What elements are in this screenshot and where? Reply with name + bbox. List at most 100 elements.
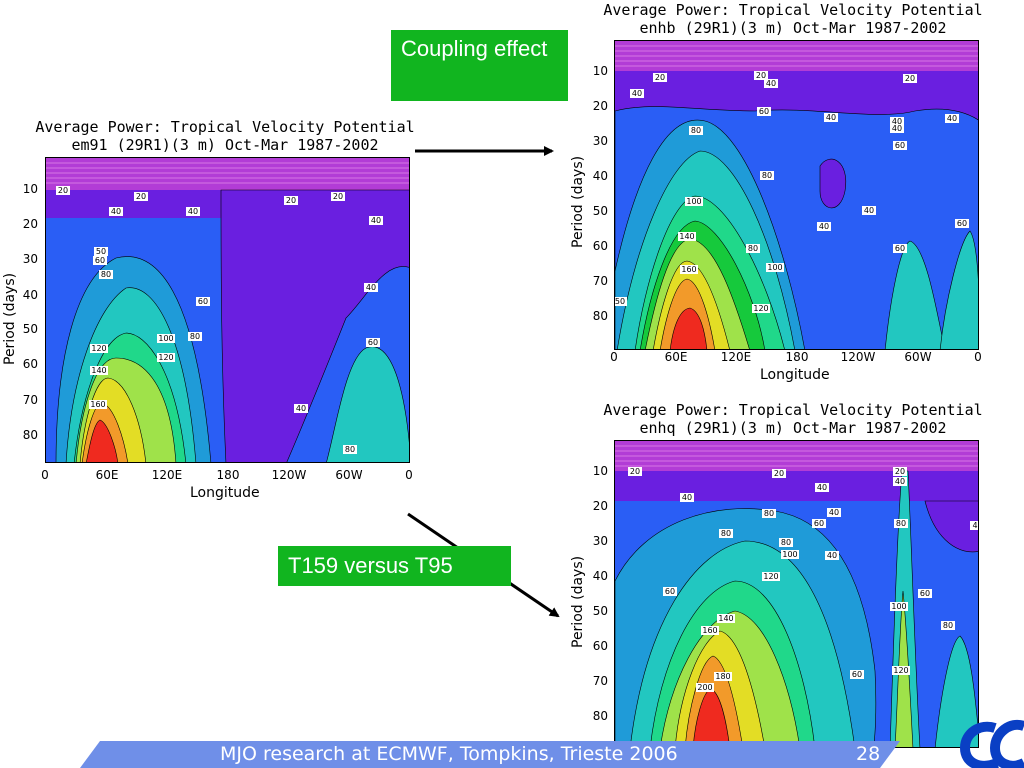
field-band-lines [615, 445, 978, 467]
coupling-effect-text: Coupling effect [401, 36, 548, 61]
field-band-lines [615, 45, 978, 67]
svg-text:40: 40 [892, 124, 902, 133]
field-180 [86, 419, 118, 462]
svg-text:60: 60 [957, 219, 967, 228]
svg-text:100: 100 [782, 550, 797, 559]
svg-text:120: 120 [893, 666, 908, 675]
field-purple-east [220, 189, 409, 462]
y-tick: 10 [592, 64, 608, 78]
chart-title-line1: Average Power: Tropical Velocity Potenti… [35, 118, 415, 136]
y-tick: 60 [22, 357, 38, 371]
svg-text:60: 60 [95, 256, 105, 265]
y-tick: 50 [592, 204, 608, 218]
svg-text:40: 40 [947, 114, 957, 123]
y-tick: 60 [592, 639, 608, 653]
svg-text:40: 40 [766, 79, 776, 88]
x-tick: 0 [41, 468, 49, 482]
x-tick: 120E [151, 468, 183, 482]
chart-title-line2: em91 (29R1)(3 m) Oct-Mar 1987-2002 [71, 136, 379, 154]
svg-text:40: 40 [188, 207, 198, 216]
t159-versus-t95-box: T159 versus T95 [278, 546, 511, 586]
svg-text:20: 20 [895, 467, 905, 476]
field-east-80 [934, 635, 978, 747]
svg-text:160: 160 [90, 400, 105, 409]
svg-text:20: 20 [630, 467, 640, 476]
svg-text:40: 40 [895, 477, 905, 486]
field-east-80 [326, 346, 409, 462]
coupling-effect-box: Coupling effect [391, 30, 568, 101]
svg-text:140: 140 [91, 366, 106, 375]
svg-text:80: 80 [345, 445, 355, 454]
svg-text:140: 140 [718, 614, 733, 623]
svg-text:40: 40 [819, 222, 829, 231]
svg-text:120: 120 [763, 572, 778, 581]
y-tick: 70 [592, 274, 608, 288]
x-axis-label: Longitude [760, 367, 830, 383]
svg-text:80: 80 [101, 270, 111, 279]
chart-title-line1: Average Power: Tropical Velocity Potenti… [603, 401, 983, 419]
svg-text:160: 160 [702, 626, 717, 635]
svg-text:20: 20 [286, 196, 296, 205]
svg-text:40: 40 [892, 117, 902, 126]
svg-text:40: 40 [111, 207, 121, 216]
contour-plot-em91: 20 20 20 20 40 40 40 50 60 80 60 40 120 … [45, 157, 410, 463]
field-200 [669, 307, 708, 349]
svg-text:80: 80 [896, 519, 906, 528]
svg-text:120: 120 [158, 353, 173, 362]
x-tick: 120E [720, 350, 752, 364]
x-tick: 120W [271, 468, 307, 482]
svg-text:40: 40 [366, 283, 376, 292]
y-tick: 60 [592, 239, 608, 253]
y-tick: 10 [592, 464, 608, 478]
contour-svg-em91: 20 20 20 20 40 40 40 50 60 80 60 40 120 … [46, 158, 409, 462]
svg-text:100: 100 [686, 197, 701, 206]
contour-labels: 20 20 20 40 40 40 80 40 60 80 4 80 80 10… [628, 467, 978, 692]
footer-band [80, 741, 900, 768]
contour-plot-enhb: 20 20 40 20 40 60 40 40 40 40 80 60 80 1… [614, 40, 979, 350]
y-tick: 20 [22, 217, 38, 231]
x-axis-label: Longitude [190, 485, 260, 501]
page-number: 28 [856, 743, 881, 765]
svg-text:20: 20 [756, 71, 766, 80]
svg-text:140: 140 [679, 232, 694, 241]
svg-text:40: 40 [827, 551, 837, 560]
x-tick: 0 [974, 350, 982, 364]
svg-text:4: 4 [972, 521, 977, 530]
y-tick: 80 [592, 309, 608, 323]
chart-title-line2: enhb (29R1)(3 m) Oct-Mar 1987-2002 [639, 19, 947, 37]
svg-text:100: 100 [767, 263, 782, 272]
svg-text:120: 120 [753, 304, 768, 313]
svg-text:80: 80 [691, 126, 701, 135]
svg-text:200: 200 [697, 683, 712, 692]
y-tick: 50 [592, 604, 608, 618]
y-axis-label: Period (days) [2, 272, 18, 365]
field-purple-east [924, 500, 978, 553]
x-tick: 180 [785, 350, 809, 364]
svg-text:60: 60 [198, 297, 208, 306]
svg-text:50: 50 [615, 297, 625, 306]
svg-text:80: 80 [781, 538, 791, 547]
svg-text:60: 60 [895, 141, 905, 150]
y-tick: 70 [22, 393, 38, 407]
field-east-80b [939, 230, 978, 349]
y-tick: 80 [22, 428, 38, 442]
svg-text:60: 60 [852, 670, 862, 679]
svg-text:80: 80 [190, 332, 200, 341]
y-tick: 20 [592, 99, 608, 113]
svg-text:80: 80 [748, 244, 758, 253]
y-axis-label: Period (days) [570, 155, 586, 248]
contour-labels: 20 20 40 20 40 60 40 40 40 40 80 60 80 1… [615, 71, 969, 313]
svg-text:40: 40 [682, 493, 692, 502]
svg-text:60: 60 [665, 587, 675, 596]
y-tick: 30 [592, 534, 608, 548]
contour-labels: 20 20 20 20 40 40 40 50 60 80 60 40 120 … [56, 186, 383, 454]
svg-text:80: 80 [762, 171, 772, 180]
x-tick: 120W [840, 350, 876, 364]
svg-text:60: 60 [368, 338, 378, 347]
svg-text:40: 40 [296, 404, 306, 413]
svg-text:40: 40 [632, 89, 642, 98]
footer-text: MJO research at ECMWF, Tompkins, Trieste… [220, 743, 678, 765]
chart-title-line1: Average Power: Tropical Velocity Potenti… [603, 1, 983, 19]
y-tick: 30 [22, 252, 38, 266]
svg-text:40: 40 [826, 113, 836, 122]
